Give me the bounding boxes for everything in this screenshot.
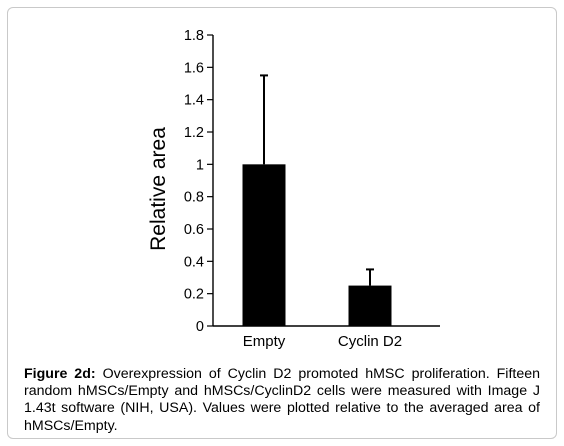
bar-cyclin-d2 [348, 285, 392, 326]
x-tick-label: Empty [243, 333, 286, 350]
y-tick-label: 0.4 [184, 254, 204, 270]
bars [242, 74, 392, 326]
caption-label: Figure 2d: [24, 366, 96, 382]
y-tick-label: 0.2 [184, 287, 204, 303]
y-ticks: 0 0.2 0.4 0.6 0.8 1 1.2 1.4 1.6 1.8 [184, 28, 213, 335]
bar-empty [242, 164, 286, 326]
y-tick-label: 1 [196, 157, 204, 173]
y-tick-label: 0.6 [184, 222, 204, 238]
bar-chart: 0 0.2 0.4 0.6 0.8 1 1.2 1.4 1.6 1.8 Empty Cyclin D… [147, 28, 440, 350]
figure-caption: Figure 2d: Overexpression of Cyclin D2 p… [24, 366, 540, 435]
y-tick-label: 0 [196, 319, 204, 335]
y-axis-label: Relative area [147, 127, 170, 251]
y-tick-label: 1.6 [184, 60, 204, 76]
y-tick-label: 1.2 [184, 125, 204, 141]
y-tick-label: 1.4 [184, 93, 204, 109]
y-tick-label: 0.8 [184, 190, 204, 206]
caption-text: Overexpression of Cyclin D2 promoted hMS… [24, 366, 541, 434]
x-tick-label: Cyclin D2 [338, 333, 402, 350]
y-tick-label: 1.8 [184, 28, 204, 44]
x-tick-labels: Empty Cyclin D2 [243, 333, 402, 350]
